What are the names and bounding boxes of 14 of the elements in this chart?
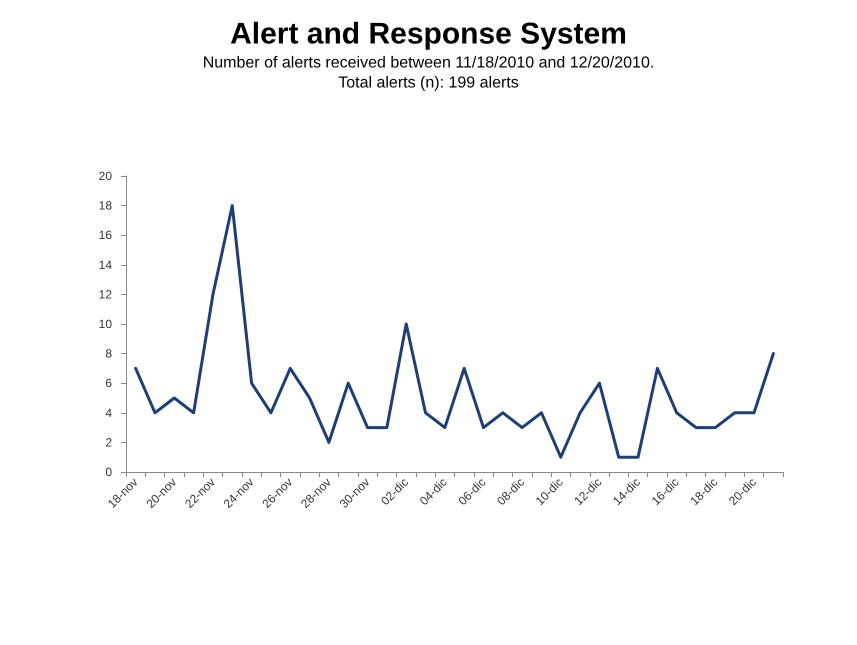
chart-subtitle: Number of alerts received between 11/18/2010 and 12/20/2010. Total alerts (n): 199 alerts bbox=[202, 54, 654, 92]
y-tick-label: 4 bbox=[105, 406, 112, 420]
y-tick-label: 18 bbox=[98, 198, 112, 213]
y-tick-label: 14 bbox=[98, 258, 112, 272]
y-tick-label: 20 bbox=[98, 169, 112, 183]
y-tick-label: 12 bbox=[98, 287, 112, 302]
y-tick-label: 2 bbox=[105, 435, 112, 450]
y-tick-label: 16 bbox=[98, 228, 112, 242]
chart-title: Alert and Response System bbox=[230, 18, 627, 50]
y-tick-label: 6 bbox=[105, 376, 112, 390]
y-tick-label: 10 bbox=[98, 317, 112, 331]
y-tick-label: 8 bbox=[105, 346, 112, 361]
y-tick-label: 0 bbox=[105, 465, 112, 479]
line-series bbox=[134, 204, 775, 459]
